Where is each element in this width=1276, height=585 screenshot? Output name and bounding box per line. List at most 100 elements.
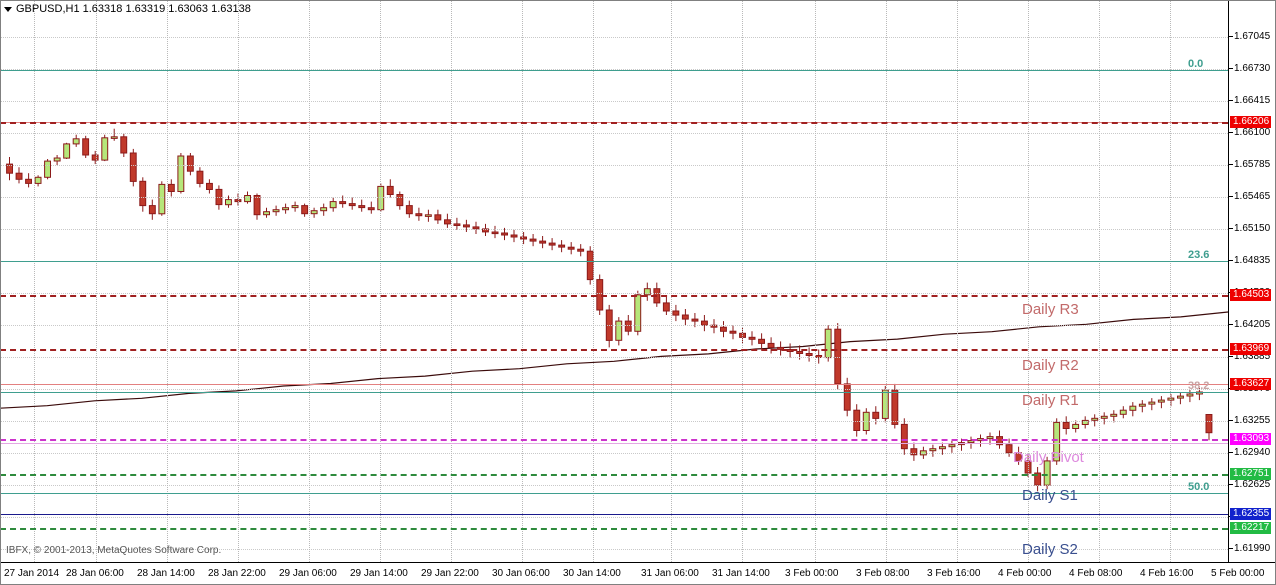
copyright-label: IBFX, © 2001-2013, MetaQuotes Software C… — [6, 545, 222, 556]
grid-line-horizontal — [0, 69, 1228, 70]
price-tick-label: 1.63255 — [1234, 415, 1271, 426]
candle-body-bullish — [272, 209, 280, 213]
time-tick-label: 3 Feb 08:00 — [856, 568, 910, 579]
time-axis[interactable]: 27 Jan 2014 28 Jan 06:00 28 Jan 14:00 28 Ja… — [0, 562, 1276, 585]
daily-r1-price-label[interactable]: 1.63969 — [1230, 343, 1272, 355]
candle-body-bearish — [301, 205, 309, 215]
candle — [148, 199, 156, 220]
grid-line-horizontal — [0, 293, 1228, 294]
candle — [310, 207, 318, 218]
candle-body-bullish — [63, 143, 71, 159]
candle-body-bullish — [1186, 393, 1194, 397]
price-tick-dash — [1229, 195, 1233, 197]
fib-level-label-38-2: 38.2 — [1188, 380, 1210, 392]
grid-line-vertical — [1099, 0, 1100, 562]
grid-line-vertical — [1028, 0, 1029, 562]
fib-line-0 — [0, 70, 1228, 71]
candle-body-bullish — [634, 294, 642, 332]
price-tick-label: 1.66415 — [1234, 95, 1271, 106]
daily-s1-price-label[interactable]: 1.62751 — [1230, 468, 1272, 480]
fib-level-label-23-6: 23.6 — [1188, 249, 1210, 261]
price-tick-dash — [1229, 483, 1233, 485]
candle — [615, 317, 623, 346]
price-tick-label: 1.64205 — [1234, 319, 1271, 330]
daily-s2-price-label[interactable]: 1.62217 — [1230, 522, 1272, 534]
candle-body-bearish — [834, 328, 842, 385]
grid-line-vertical — [380, 0, 381, 562]
price-tick-label: 1.65150 — [1234, 223, 1271, 234]
pivot-line-daily-r3 — [0, 122, 1228, 124]
candle — [1205, 414, 1213, 441]
candle — [44, 159, 51, 180]
time-tick-label: 3 Feb 00:00 — [785, 568, 839, 579]
chart-header[interactable]: GBPUSD,H1 1.63318 1.63319 1.63063 1.6313… — [4, 3, 251, 15]
price-tick-dash — [1229, 323, 1233, 325]
candle-body-bullish — [1053, 421, 1061, 462]
daily-r3-price-label[interactable]: 1.66206 — [1230, 116, 1272, 128]
candle — [91, 150, 99, 165]
candle-body-bearish — [120, 136, 128, 154]
candle-body-bullish — [1138, 403, 1146, 407]
candle — [206, 179, 213, 194]
chevron-down-icon[interactable] — [4, 6, 12, 12]
grid-line-horizontal — [0, 357, 1228, 358]
price-tick: 1.64835 — [1229, 256, 1270, 266]
grid-line-vertical — [309, 0, 310, 562]
candle-body-bullish — [1129, 405, 1137, 411]
candle — [558, 240, 566, 253]
price-tick-dash — [1229, 547, 1233, 549]
candle — [948, 440, 956, 453]
support-line — [0, 514, 1228, 515]
candle — [167, 179, 175, 197]
candle-body-bullish — [329, 201, 337, 209]
candle — [291, 201, 299, 212]
candle-body-bearish — [167, 183, 175, 192]
candle — [548, 238, 556, 251]
candle-body-bearish — [215, 188, 223, 206]
price-tick: 1.65785 — [1229, 160, 1270, 170]
daily-r2-price-label[interactable]: 1.64503 — [1230, 289, 1272, 301]
candle — [672, 304, 680, 322]
support-price-label[interactable]: 1.62355 — [1230, 508, 1272, 520]
price-tick-label: 1.67045 — [1234, 31, 1271, 42]
price-tick-dash — [1229, 419, 1233, 421]
time-tick-label: 4 Feb 16:00 — [1140, 568, 1194, 579]
candle — [129, 148, 137, 187]
pivot-label-daily-r3: Daily R3 — [1022, 301, 1079, 318]
candle — [567, 242, 575, 255]
candle — [910, 442, 918, 461]
candle-body-bearish — [558, 244, 566, 248]
candle — [358, 199, 366, 212]
candle — [1177, 392, 1184, 405]
resistance-price-label[interactable]: 1.63627 — [1230, 378, 1272, 390]
price-axis[interactable]: 1.67045 1.66730 1.66415 1.66100 1.65785 1.654… — [1228, 0, 1276, 562]
candle — [691, 313, 699, 328]
candle — [196, 167, 204, 188]
candle-body-bearish — [367, 207, 375, 211]
candle-body-bearish — [577, 248, 585, 252]
price-tick-dash — [1229, 227, 1233, 229]
price-tick: 1.66415 — [1229, 96, 1270, 106]
candle-body-bearish — [567, 246, 575, 250]
chart-plot-area[interactable]: Daily R3 Daily R2 Daily R1 Daily Pivot Daily… — [0, 0, 1228, 562]
daily-pivot-price-label[interactable]: 1.63093 — [1230, 433, 1272, 445]
candle-body-bearish — [691, 318, 699, 322]
candle — [1110, 410, 1118, 423]
grid-line-vertical — [1170, 0, 1171, 562]
candle — [386, 179, 394, 198]
time-tick-label: 4 Feb 00:00 — [998, 568, 1052, 579]
time-tick-label: 29 Jan 06:00 — [279, 568, 337, 579]
price-tick-label: 1.65785 — [1234, 159, 1271, 170]
candle — [25, 173, 33, 188]
candle-body-bearish — [15, 172, 23, 180]
candle — [110, 128, 118, 141]
candle-body-bearish — [91, 154, 99, 161]
candle-body-bullish — [939, 446, 946, 450]
grid-line-horizontal — [0, 549, 1228, 550]
candle-body-bearish — [1015, 452, 1022, 462]
candle-body-bearish — [1062, 421, 1070, 429]
candle-body-bullish — [643, 288, 651, 296]
grid-line-vertical — [34, 0, 35, 562]
candle-body-bearish — [463, 224, 470, 228]
